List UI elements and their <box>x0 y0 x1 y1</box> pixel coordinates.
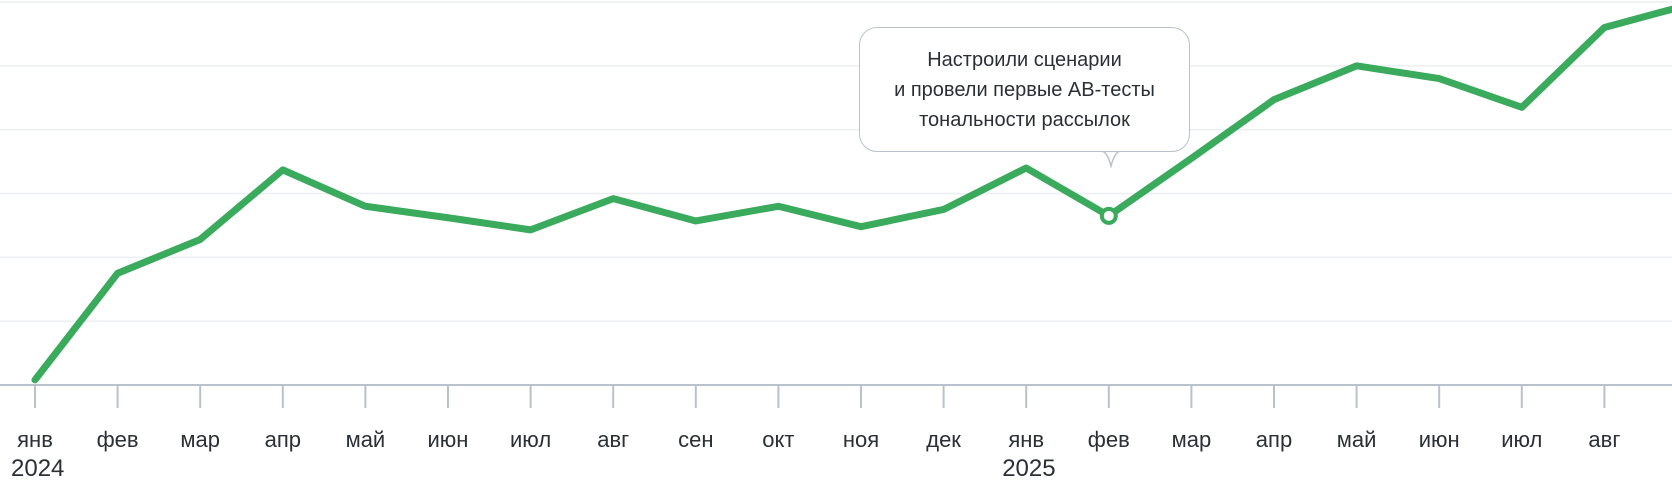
highlight-point <box>1099 206 1118 225</box>
x-tick-label: авг <box>597 427 629 452</box>
x-tick-label: дек <box>926 427 961 452</box>
x-tick-label: май <box>346 427 386 452</box>
annotation-line: тональности рассылок <box>919 108 1130 131</box>
x-tick-label: фев <box>1088 427 1130 452</box>
annotation-line: и провели первые AB-тесты <box>894 78 1155 101</box>
x-tick-label: июн <box>1419 427 1460 452</box>
x-tick-label: ноя <box>843 427 879 452</box>
x-tick-label: фев <box>97 427 139 452</box>
x-tick-label: авг <box>1588 427 1620 452</box>
series-line <box>31 5 1672 384</box>
x-tick-label: окт <box>762 427 794 452</box>
year-label: 2025 <box>1002 455 1055 482</box>
x-tick-label: янв <box>17 427 53 452</box>
annotation-pointer <box>1101 150 1121 168</box>
annotation-line: Настроили сценарии <box>927 48 1122 71</box>
x-tick-label: сен <box>678 427 713 452</box>
x-tick-label: апр <box>265 427 301 452</box>
x-tick-label: апр <box>1256 427 1292 452</box>
x-tick-label: янв <box>1008 427 1044 452</box>
x-tick-label: июл <box>1501 427 1542 452</box>
x-tick-label: июн <box>428 427 469 452</box>
annotation-tooltip: Настроили сценарии и провели первые AB-т… <box>859 27 1190 152</box>
year-label: 2024 <box>11 455 64 482</box>
x-tick-label: май <box>1337 427 1377 452</box>
x-tick-label: мар <box>180 427 220 452</box>
x-tick-label: мар <box>1172 427 1212 452</box>
x-tick-label: июл <box>510 427 551 452</box>
